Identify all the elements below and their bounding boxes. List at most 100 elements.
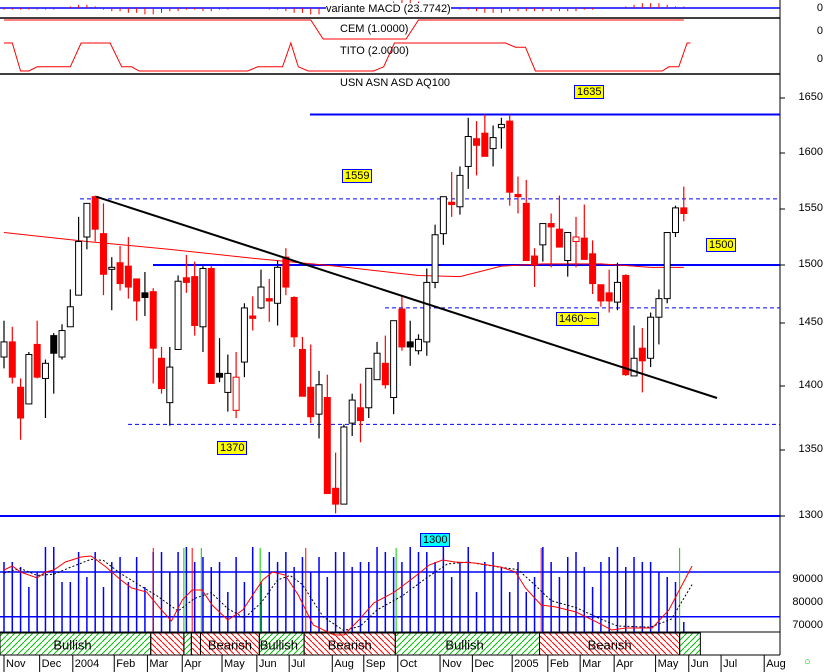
month-label: Sep xyxy=(365,658,386,670)
tito-label: TITO (2.0000) xyxy=(340,45,409,57)
candle-body xyxy=(647,316,655,359)
cem-line xyxy=(4,19,684,40)
candle-body xyxy=(340,426,348,505)
candle-body xyxy=(191,276,199,327)
regime-band-bear xyxy=(150,632,185,656)
candle-body xyxy=(257,286,265,309)
candle-body xyxy=(298,348,306,397)
y-tick-label: 1400 xyxy=(798,379,823,391)
candle-body xyxy=(390,320,398,399)
candle-body xyxy=(17,386,25,419)
month-label: Apr xyxy=(616,658,634,670)
y-tick-label: 1500 xyxy=(798,258,823,270)
regime-band-bull xyxy=(679,632,701,656)
candle-body xyxy=(398,308,406,348)
month-label: Feb xyxy=(549,658,569,670)
candle-body xyxy=(547,223,555,228)
month-label: Aug xyxy=(766,658,786,670)
candle-body xyxy=(99,233,107,275)
regime-label: Bearish xyxy=(587,637,632,653)
y-tick-label: 1550 xyxy=(798,202,823,214)
month-label: Apr xyxy=(184,658,202,670)
month-label: Nov xyxy=(442,658,462,670)
candle-body xyxy=(464,136,472,167)
candle-body xyxy=(448,201,456,206)
regime-label: Bullish xyxy=(53,637,92,653)
regime-label: Bearish xyxy=(327,637,372,653)
candle-body xyxy=(33,343,41,378)
candle-body xyxy=(680,207,688,214)
month-label: Jul xyxy=(291,658,306,670)
candle-body xyxy=(323,397,331,495)
oscillator-tick-label: 90000 xyxy=(792,573,823,585)
oscillator-tick-label: 70000 xyxy=(792,619,823,631)
candle-body xyxy=(531,255,539,266)
candle-body xyxy=(373,352,381,381)
candle-body xyxy=(307,386,315,418)
candle-body xyxy=(580,237,588,260)
cem-axis-tick: 0 xyxy=(816,25,823,37)
tito-line xyxy=(4,41,691,72)
candle-body xyxy=(182,277,190,283)
regime-band-bear xyxy=(190,632,201,656)
candle-body xyxy=(290,296,298,338)
month-label: May xyxy=(657,658,679,670)
month-label: Nov xyxy=(6,658,26,670)
month-label: Mar xyxy=(582,658,602,670)
candle-body xyxy=(415,338,422,352)
macd-axis-tick: 0 xyxy=(816,2,823,14)
candle-body xyxy=(216,372,224,378)
candle-body xyxy=(75,240,83,296)
candle-body xyxy=(249,315,257,319)
candle-body xyxy=(0,341,8,358)
candle-body xyxy=(671,207,679,234)
candle-body xyxy=(572,236,580,242)
month-label: Jun xyxy=(258,658,277,670)
macd-label: variante MACD (23.7742) xyxy=(326,3,451,15)
candle-body xyxy=(431,234,439,283)
oscillator-main-line xyxy=(3,555,693,636)
candle-body xyxy=(605,292,613,302)
candle-body xyxy=(539,223,547,246)
candle-body xyxy=(282,256,290,288)
regime-label: Bearish xyxy=(207,637,252,653)
candle-body xyxy=(456,174,464,208)
candle-body xyxy=(555,228,563,248)
candle-body xyxy=(83,202,91,238)
month-label: 2004 xyxy=(74,658,100,670)
candle-body xyxy=(25,354,33,405)
oscillator-signal-line xyxy=(3,558,693,632)
moving-average-line xyxy=(3,232,684,278)
candle-body xyxy=(655,298,663,318)
candle-body xyxy=(348,399,356,424)
chart-title: USN ASN ASD AQ100 xyxy=(340,77,451,89)
candle-body xyxy=(41,362,49,379)
month-label: Jun xyxy=(690,658,709,670)
month-label: Dec xyxy=(41,658,62,670)
candle-body xyxy=(423,281,431,343)
month-label: Jul xyxy=(723,658,738,670)
candle-body xyxy=(315,384,323,415)
level-label: 1370 xyxy=(217,441,248,455)
candle-body xyxy=(638,347,646,362)
candle-body xyxy=(481,132,489,157)
candle-body xyxy=(332,487,340,505)
regime-label: Bullish xyxy=(445,637,484,653)
level-label: 1635 xyxy=(574,85,605,99)
candle-body xyxy=(473,138,481,146)
candle-body xyxy=(174,280,182,350)
candle-body xyxy=(522,202,530,262)
y-tick-label: 1350 xyxy=(798,443,823,455)
month-label: Mar xyxy=(149,658,169,670)
candle-body xyxy=(166,366,174,404)
candle-body xyxy=(240,307,248,363)
month-label: Feb xyxy=(116,658,136,670)
candle-body xyxy=(506,120,514,193)
candle-body xyxy=(274,266,282,304)
y-tick-label: 1600 xyxy=(798,146,823,158)
month-label: Dec xyxy=(474,658,494,670)
level-label: 1559 xyxy=(342,169,373,183)
candle-body xyxy=(489,137,497,150)
